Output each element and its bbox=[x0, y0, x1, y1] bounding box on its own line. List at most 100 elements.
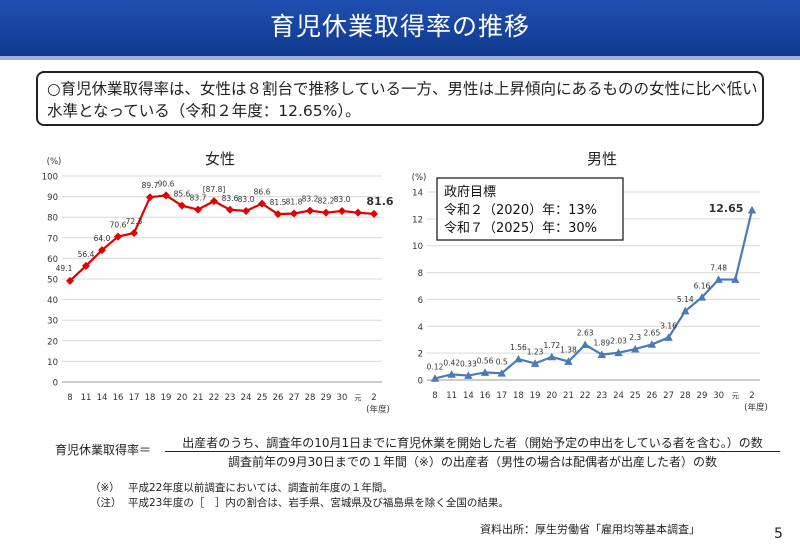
male-chart-data-label: 1.72 bbox=[543, 341, 560, 350]
male-chart-y-tick-label: 14 bbox=[412, 189, 423, 199]
male-chart-data-label: 12.65 bbox=[709, 202, 744, 215]
female-chart-data-label: 90.6 bbox=[158, 179, 175, 188]
male-chart-x-tick-label: 2 bbox=[749, 391, 754, 401]
male-chart-data-label: 2.65 bbox=[644, 328, 661, 337]
male-chart-x-tick-label: 8 bbox=[432, 391, 437, 401]
male-chart-data-label: 5.14 bbox=[677, 295, 694, 304]
male-chart-data-label: 7.48 bbox=[710, 264, 727, 273]
female-chart-data-point bbox=[370, 209, 378, 218]
female-chart-y-tick-label: 90 bbox=[47, 193, 58, 203]
male-chart-x-tick-label: 14 bbox=[463, 391, 474, 401]
male-chart-data-point bbox=[697, 293, 707, 301]
male-chart-data-label: 2.63 bbox=[577, 329, 594, 338]
female-chart-data-point bbox=[274, 210, 282, 219]
female-chart-data-point bbox=[82, 261, 90, 270]
female-chart-data-label: 81.5 bbox=[270, 198, 287, 207]
male-chart-data-point bbox=[430, 374, 440, 382]
female-chart-data-label: 82.2 bbox=[318, 197, 335, 206]
female-chart-data-point bbox=[98, 246, 106, 255]
female-chart-x-tick-label: 23 bbox=[225, 393, 236, 403]
government-target-box bbox=[436, 177, 624, 241]
male-chart-data-point bbox=[580, 340, 590, 349]
male-chart-data-point bbox=[514, 354, 523, 363]
male-chart-y-tick-label: 4 bbox=[418, 323, 423, 333]
female-chart-data-point bbox=[66, 276, 74, 285]
male-chart-data-label: 0.5 bbox=[496, 357, 508, 366]
female-chart-data-label: 49.1 bbox=[56, 264, 73, 273]
male-chart-data-point bbox=[631, 344, 640, 353]
male-chart-data-point bbox=[480, 368, 490, 376]
summary-text: ○育児休業取得率は、女性は８割台で推移している一方、男性は上昇傾向にあるものの女… bbox=[47, 80, 758, 120]
male-chart-y-tick-label: 0 bbox=[418, 377, 423, 387]
male-chart-title: 男性 bbox=[587, 150, 618, 168]
female-chart-data-label: 70.6 bbox=[110, 221, 127, 230]
male-chart-data-point bbox=[497, 369, 506, 377]
female-chart-x-tick-label: 8 bbox=[67, 393, 72, 403]
female-chart-data-point bbox=[194, 205, 202, 214]
male-chart-data-label: 1.56 bbox=[510, 343, 527, 352]
female-chart-data-point bbox=[130, 229, 138, 238]
note-2-text: 平成23年度の［ ］内の割合は、岩手県、宮城県及び福島県を除く全国の結果。 bbox=[128, 497, 509, 509]
source-credit: 資料出所：厚生労働省「雇用均等基本調査」 bbox=[480, 523, 700, 536]
male-chart-x-tick-label: 26 bbox=[646, 391, 657, 401]
male-chart-data-label: 1.89 bbox=[593, 339, 610, 348]
government-target-2025: 令和７（2025）年：30% bbox=[444, 221, 597, 236]
female-chart-data-label: [87.8] bbox=[203, 185, 226, 194]
female-chart-data-label: 81.8 bbox=[286, 197, 303, 206]
male-chart-x-tick-label: 27 bbox=[663, 391, 674, 401]
government-target-title: 政府目標 bbox=[444, 185, 496, 200]
female-chart-data-point bbox=[258, 199, 266, 208]
female-chart-x-tick-label: 11 bbox=[81, 393, 92, 403]
male-chart-x-tick-label: 24 bbox=[613, 391, 624, 401]
female-chart-data-point bbox=[178, 201, 186, 210]
female-chart-data-point bbox=[162, 191, 170, 200]
male-chart-y-tick-label: 12 bbox=[412, 215, 423, 225]
male-chart-data-point bbox=[597, 350, 607, 358]
female-chart-data-point bbox=[210, 197, 218, 206]
note-2-mark: （注） bbox=[90, 497, 122, 509]
female-chart-data-point bbox=[226, 205, 234, 214]
male-chart-x-tick-label: 18 bbox=[513, 391, 524, 401]
male-chart-y-tick-label: 6 bbox=[418, 296, 423, 306]
male-chart-data-point bbox=[564, 357, 573, 365]
male-chart-data-label: 0.56 bbox=[477, 356, 494, 365]
male-chart-data-point bbox=[747, 205, 757, 214]
female-chart-x-tick-label: 27 bbox=[289, 393, 300, 403]
male-chart-data-point bbox=[530, 359, 540, 367]
male-chart-data-label: 3.16 bbox=[660, 322, 677, 331]
female-chart-x-tick-label: 19 bbox=[161, 393, 172, 403]
male-chart-data-label: 6.16 bbox=[694, 281, 711, 290]
male-chart-data-point bbox=[647, 340, 657, 348]
summary-box: ○育児休業取得率は、女性は８割台で推移している一方、男性は上昇傾向にあるものの女… bbox=[36, 71, 764, 126]
female-chart-x-tick-label: 20 bbox=[177, 393, 188, 403]
page-title: 育児休業取得率の推移 bbox=[269, 12, 530, 41]
male-chart-x-tick-label: 元 bbox=[732, 392, 739, 400]
male-chart-data-point bbox=[547, 352, 556, 361]
male-chart-data-label: 0.12 bbox=[427, 362, 444, 371]
male-chart-y-unit-label: (%) bbox=[412, 173, 427, 183]
male-chart-y-tick-label: 10 bbox=[412, 242, 423, 252]
male-chart-x-tick-label: 16 bbox=[480, 391, 491, 401]
male-chart-x-tick-label: 28 bbox=[680, 391, 691, 401]
male-chart-data-point bbox=[447, 370, 456, 378]
female-chart-x-tick-label: 18 bbox=[145, 393, 156, 403]
formula-label: 育児休業取得率＝ bbox=[55, 443, 152, 457]
female-chart-data-label: 81.6 bbox=[366, 195, 393, 208]
female-chart-data-label: 56.4 bbox=[78, 250, 95, 259]
female-chart-data-point bbox=[306, 206, 314, 215]
female-chart-data-label: 72.3 bbox=[126, 217, 143, 226]
female-chart-y-tick-label: 40 bbox=[47, 296, 58, 306]
note-1-mark: （※） bbox=[90, 482, 120, 494]
male-chart-x-tick-label: 29 bbox=[697, 391, 708, 401]
male-chart-x-tick-label: 19 bbox=[530, 391, 541, 401]
male-chart-data-point bbox=[614, 348, 623, 357]
female-chart-x-tick-label: 25 bbox=[257, 393, 268, 403]
female-chart: 0 10 20 30 40 50 60 70 80 90 100 (%) 8 11 14 16 17 18 19 20… bbox=[42, 157, 394, 415]
female-chart-data-point bbox=[354, 208, 362, 217]
female-chart-data-point bbox=[290, 209, 298, 218]
female-chart-x-tick-label: 29 bbox=[321, 393, 332, 403]
female-chart-x-unit-label: (年度) bbox=[366, 404, 390, 415]
female-chart-data-label: 85.6 bbox=[174, 190, 191, 199]
female-chart-data-label: 86.6 bbox=[254, 188, 271, 197]
